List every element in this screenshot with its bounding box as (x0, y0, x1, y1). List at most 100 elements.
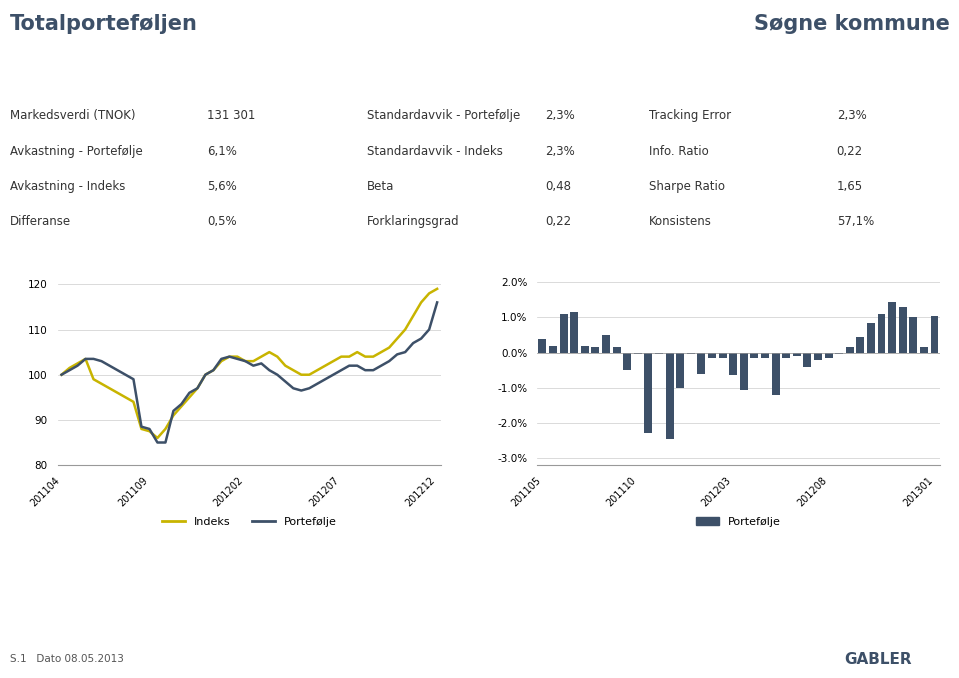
Portefølje (136, 422, 148, 431)
Text: 2,3%: 2,3% (836, 109, 866, 122)
Bar (655, 353, 663, 355)
Portefølje (128, 375, 139, 383)
Indeks (264, 348, 275, 356)
Text: Porteføljevekst siden start: Porteføljevekst siden start (19, 228, 197, 242)
Text: 6,1%: 6,1% (207, 144, 237, 157)
Bar (750, 353, 759, 358)
Indeks (136, 425, 148, 433)
Portefølje (199, 371, 211, 379)
Legend: Portefølje: Portefølje (692, 513, 784, 532)
Indeks (152, 434, 163, 442)
Text: 131 301: 131 301 (207, 109, 255, 122)
Bar (538, 338, 547, 353)
Bar (602, 335, 610, 353)
Portefølje (376, 361, 387, 370)
Portefølje (159, 439, 172, 447)
Indeks (175, 402, 187, 410)
Bar (634, 353, 642, 355)
Indeks (271, 353, 283, 361)
Indeks (63, 364, 76, 372)
Indeks (391, 334, 403, 342)
Indeks (304, 371, 316, 379)
Indeks (216, 357, 227, 365)
Bar (666, 353, 673, 439)
Portefølje (367, 366, 379, 374)
Indeks (312, 366, 323, 374)
Portefølje (360, 366, 371, 374)
Portefølje (111, 366, 123, 374)
Indeks (415, 298, 427, 306)
Indeks (72, 359, 83, 367)
Indeks (408, 312, 419, 320)
Bar (835, 353, 843, 355)
Bar (739, 353, 748, 390)
Portefølje (104, 361, 115, 370)
Indeks (159, 425, 172, 433)
Bar (909, 317, 918, 353)
Portefølje (144, 425, 155, 433)
Portefølje (216, 355, 227, 363)
Bar (825, 353, 832, 358)
Portefølje (384, 357, 395, 365)
Portefølje (319, 375, 331, 383)
Portefølje (424, 325, 435, 334)
Bar (559, 314, 568, 353)
Indeks (184, 393, 196, 401)
Portefølje (312, 380, 323, 388)
Bar (623, 353, 631, 370)
Text: Søgne kommune: Søgne kommune (754, 14, 949, 34)
Text: 0,48: 0,48 (546, 180, 572, 193)
Indeks (168, 412, 179, 420)
Portefølje (432, 298, 443, 306)
Bar (846, 347, 854, 353)
Bar (760, 353, 769, 358)
Text: Konsistens: Konsistens (648, 215, 712, 228)
Bar (877, 314, 885, 353)
Indeks (367, 353, 379, 361)
Portefølje (415, 334, 427, 342)
Bar (729, 353, 737, 376)
Indeks (120, 393, 131, 401)
Text: Nøkkeltall siden start: Nøkkeltall siden start (10, 73, 160, 86)
Indeks (104, 384, 115, 393)
Portefølje (343, 361, 355, 370)
Text: 57,1%: 57,1% (836, 215, 874, 228)
Text: Totalporteføljen: Totalporteføljen (10, 14, 198, 34)
Text: 0,5%: 0,5% (207, 215, 237, 228)
Bar (708, 353, 716, 358)
Indeks (88, 375, 100, 383)
Portefølje (271, 371, 283, 379)
Indeks (319, 361, 331, 370)
Portefølje (168, 407, 179, 415)
Bar (920, 347, 928, 353)
Portefølje (80, 355, 91, 363)
Text: Markedsverdi (TNOK): Markedsverdi (TNOK) (10, 109, 135, 122)
Bar (687, 353, 694, 355)
Portefølje (264, 366, 275, 374)
Indeks (192, 384, 203, 393)
Portefølje (192, 384, 203, 393)
Text: Tracking Error: Tracking Error (648, 109, 731, 122)
Portefølje (247, 361, 259, 370)
Indeks (400, 325, 411, 334)
Portefølje (255, 359, 267, 367)
Text: S.1   Dato 08.05.2013: S.1 Dato 08.05.2013 (10, 654, 124, 664)
Text: Avkastning - Indeks: Avkastning - Indeks (10, 180, 125, 193)
Line: Portefølje: Portefølje (61, 302, 437, 443)
Bar (888, 302, 896, 353)
Indeks (424, 290, 435, 298)
Text: Beta: Beta (366, 180, 394, 193)
Indeks (384, 344, 395, 352)
Text: 2,3%: 2,3% (546, 109, 575, 122)
Legend: Indeks, Portefølje: Indeks, Portefølje (158, 513, 340, 532)
Portefølje (351, 361, 363, 370)
Indeks (295, 371, 307, 379)
Indeks (343, 353, 355, 361)
Bar (930, 316, 939, 353)
Text: 0,22: 0,22 (546, 215, 572, 228)
Text: 2,3%: 2,3% (546, 144, 575, 157)
Text: Sharpe Ratio: Sharpe Ratio (648, 180, 725, 193)
Indeks (255, 353, 267, 361)
Indeks (240, 357, 251, 365)
Portefølje (288, 384, 299, 393)
